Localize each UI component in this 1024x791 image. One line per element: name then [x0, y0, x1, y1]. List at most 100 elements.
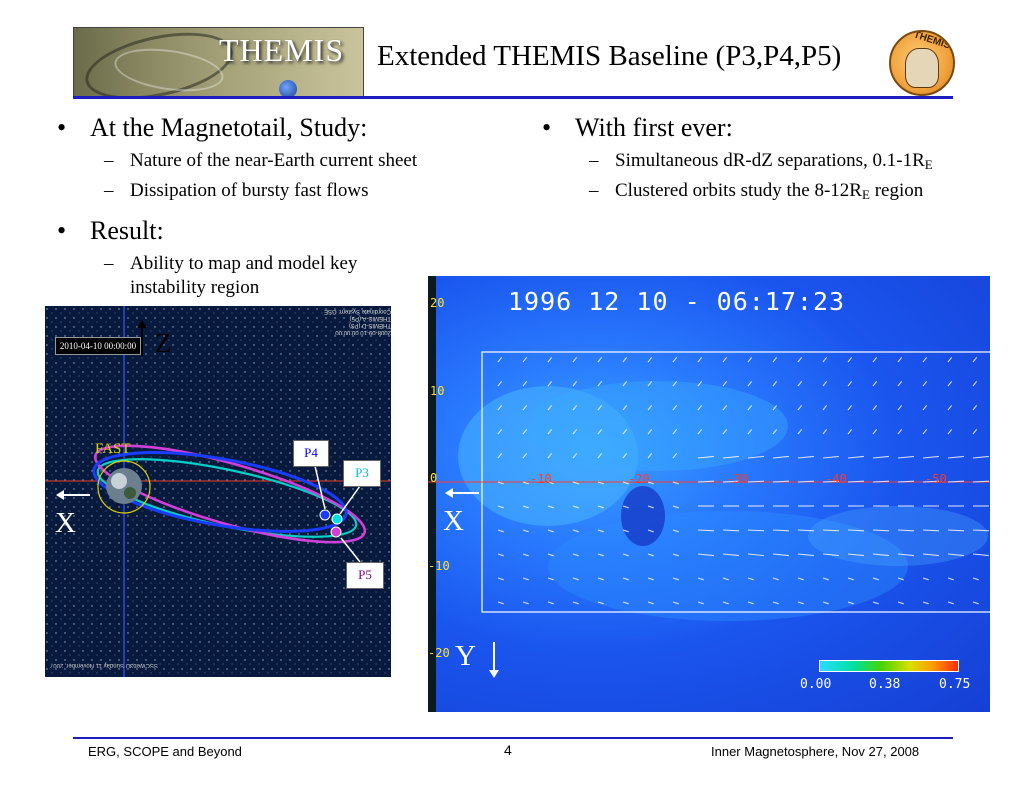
flow-vector [572, 577, 579, 581]
bullet-group-first-ever: • With first ever: – Simultaneous dR-dZ se… [540, 112, 933, 204]
flow-vector [772, 380, 778, 387]
flow-vector [972, 601, 979, 605]
sub-bullet-text: Ability to map and model key [130, 253, 358, 275]
flow-vector [672, 404, 678, 411]
flow-vector [572, 380, 578, 387]
flow-vector [597, 481, 604, 485]
flow-vector [547, 380, 553, 387]
flow-vector [622, 553, 629, 557]
bullet-text: With first ever: [575, 113, 733, 142]
flow-vector [672, 505, 679, 509]
flow-vector [847, 529, 865, 532]
flow-vector [697, 480, 715, 483]
flow-vector [572, 505, 579, 509]
flow-vector [897, 480, 915, 483]
flow-vector [647, 481, 654, 485]
flow-vector [947, 380, 953, 387]
sim-x-tick: -50 [925, 472, 947, 486]
flow-vector [522, 529, 529, 533]
flow-vector [797, 428, 803, 435]
info-line: 2008-09-10 00:00:00 [335, 329, 391, 335]
flow-vector [572, 601, 579, 605]
flow-vector [672, 428, 678, 435]
flow-vector [647, 601, 654, 605]
flow-vector [647, 452, 653, 459]
flow-vector [522, 356, 528, 363]
flow-vector [722, 455, 739, 459]
flow-vector [597, 577, 604, 581]
flow-vector [497, 553, 504, 557]
flow-vector [547, 553, 554, 557]
flow-vector [822, 480, 840, 483]
flow-vector [747, 356, 753, 363]
subscript: E [861, 187, 870, 203]
flow-vector [672, 553, 679, 557]
flow-vector [847, 356, 853, 363]
flow-vector [922, 553, 939, 557]
flow-vector [922, 577, 929, 581]
sim-timestamp: 1996 12 10 - 06:17:23 [508, 287, 846, 316]
bullet-text: At the Magnetotail, Study: [90, 113, 368, 142]
footer-right: Inner Magnetosphere, Nov 27, 2008 [711, 744, 920, 759]
flow-vector [822, 380, 828, 387]
flow-vector [722, 577, 729, 581]
flow-vector [747, 455, 764, 459]
flow-vector [947, 601, 954, 605]
flow-vector [772, 577, 779, 581]
banner-text: THEMIS [219, 32, 345, 68]
flow-vector [797, 480, 815, 483]
flow-vector [597, 428, 603, 435]
flow-vector [922, 529, 940, 532]
flow-vector [597, 380, 603, 387]
flow-vector [622, 428, 628, 435]
flow-vector [797, 356, 803, 363]
flow-vector [522, 428, 528, 435]
flow-vector [822, 455, 839, 459]
sub-bullet: – Clustered orbits study the 8-12RE regio… [589, 180, 924, 203]
flow-vector [572, 553, 579, 557]
themis-banner: THEMIS [73, 27, 364, 97]
flow-vector [647, 428, 653, 435]
flow-vector [647, 553, 654, 557]
colorbar-label: 0.00 [800, 677, 832, 692]
flow-vector [622, 452, 628, 459]
flow-vector [622, 380, 628, 387]
flow-vector [672, 529, 679, 533]
sub-bullet-text: region [869, 180, 924, 202]
flow-vector [697, 356, 703, 363]
sub-bullet: – Simultaneous dR-dZ separations, 0.1-1RE [589, 150, 933, 173]
info-line: THEMIS-D (P3) [349, 322, 391, 328]
flow-vector [972, 480, 990, 483]
flow-vector [622, 529, 629, 533]
flow-vector [947, 480, 965, 483]
flow-vector [522, 505, 529, 509]
colorbar-label: 0.75 [939, 677, 971, 692]
flow-vector [597, 601, 604, 605]
flow-vector [622, 601, 629, 605]
flow-vector [797, 577, 804, 581]
flow-vector [722, 380, 728, 387]
flow-vector [772, 356, 778, 363]
flow-vector [772, 601, 779, 605]
flow-vector [572, 452, 578, 459]
flow-vector [572, 529, 579, 533]
subscript: E [924, 157, 933, 173]
flow-vector [797, 404, 803, 411]
flow-vector [497, 601, 504, 605]
flow-vector [672, 380, 678, 387]
sim-y-tick: -20 [428, 646, 450, 660]
flow-vector [897, 356, 903, 363]
flow-vector [572, 356, 578, 363]
sub-bullet-text: instability region [130, 276, 260, 298]
flow-vector [922, 601, 929, 605]
flow-vector [722, 601, 729, 605]
sub-bullet-text: Simultaneous dR-dZ separations, 0.1-1R [615, 150, 925, 172]
bullet-group-magnetotail: • At the Magnetotail, Study: – Nature of t… [55, 112, 417, 203]
flow-vector [522, 577, 529, 581]
flow-vector [972, 380, 978, 387]
flow-vector [922, 404, 928, 411]
themis-logo: THEMIS [889, 30, 955, 96]
flow-vector [697, 577, 704, 581]
flow-vector [697, 428, 703, 435]
flow-vector [697, 553, 714, 557]
